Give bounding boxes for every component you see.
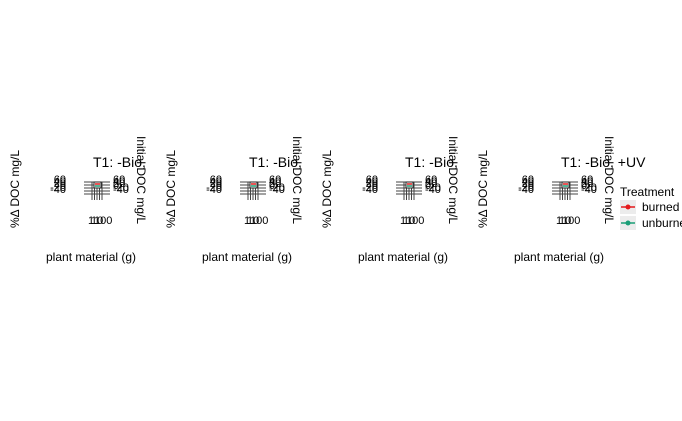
x-tick: 10	[559, 215, 572, 227]
y-tick-left: 60	[209, 174, 222, 186]
chart-panel-4: %Δ DOC mg/L Initial DOC mg/L T1: -Bio, +UV…	[468, 130, 645, 280]
y-tick-right: 20	[581, 178, 594, 190]
legend-title: Treatment	[620, 185, 675, 199]
x-axis-label: plant material (g)	[514, 250, 605, 264]
y-tick-left: 40	[53, 176, 66, 188]
plot-panel-box	[561, 181, 570, 189]
y-tick-right: -20	[269, 182, 285, 194]
x-axis-label: plant material (g)	[358, 250, 449, 264]
x-axis-label: plant material (g)	[202, 250, 293, 264]
y-tick-left: 20	[365, 178, 378, 190]
plot-area	[84, 181, 110, 200]
y-tick-left: -20	[518, 182, 534, 194]
y-tick-right: 20	[113, 178, 126, 190]
chart-title: T1: -Bio, +UV	[561, 154, 646, 170]
y-tick-left: 0	[527, 180, 534, 192]
y-tick-right: -40	[269, 184, 285, 196]
legend-item-unburned: unburned	[620, 215, 682, 231]
y-tick-right: 0	[269, 180, 276, 192]
y-axis-label-left: %Δ DOC mg/L	[476, 149, 490, 228]
y-tick-right: 40	[581, 176, 594, 188]
legend-key-unburned	[620, 216, 636, 230]
x-tick: 1	[556, 215, 563, 227]
y-tick-left: -40	[518, 184, 534, 196]
y-tick-left: -40	[206, 184, 222, 196]
chart-title: T1: -Bio,	[405, 154, 458, 170]
y-tick-right: -20	[113, 182, 129, 194]
y-tick-right: 40	[269, 176, 282, 188]
x-tick: 100	[562, 215, 581, 227]
legend-label-unburned: unburned	[642, 216, 682, 230]
y-tick-right: 60	[425, 174, 438, 186]
legend-label-burned: burned	[642, 200, 680, 214]
legend-key-burned-icon	[621, 204, 635, 210]
y-tick-left: -20	[362, 182, 378, 194]
y-tick-right: 40	[425, 176, 438, 188]
y-axis-label-left: %Δ DOC mg/L	[8, 149, 22, 228]
chart-title: T1: -Bio,	[93, 154, 146, 170]
x-tick: 10	[247, 215, 260, 227]
y-tick-left: 0	[371, 180, 378, 192]
y-tick-right: 0	[581, 180, 588, 192]
y-axis-label-right: Initial DOC mg/L	[602, 136, 616, 225]
y-tick-right: 0	[113, 180, 120, 192]
y-tick-right: 60	[113, 174, 126, 186]
chart-title: T1: -Bio,	[249, 154, 302, 170]
y-tick-right: 20	[425, 178, 438, 190]
y-tick-left: 20	[209, 178, 222, 190]
legend-item-burned: burned	[620, 199, 682, 215]
x-tick: 1	[244, 215, 251, 227]
y-tick-left: -20	[206, 182, 222, 194]
y-tick-left: 0	[215, 180, 222, 192]
y-tick-left: 0	[59, 180, 66, 192]
x-tick: 100	[406, 215, 425, 227]
x-tick: 100	[94, 215, 113, 227]
plot-panel-box	[249, 181, 258, 189]
y-tick-left: 60	[53, 174, 66, 186]
y-axis-label-right: Initial DOC mg/L	[446, 136, 460, 225]
y-tick-right: 60	[269, 174, 282, 186]
plot-panel-box	[405, 181, 414, 189]
legend-key-burned	[620, 200, 636, 214]
y-tick-right: 20	[269, 178, 282, 190]
x-tick: 1	[400, 215, 407, 227]
y-tick-right: -20	[581, 182, 597, 194]
plot-area	[240, 181, 266, 200]
y-tick-right: 0	[425, 180, 432, 192]
y-tick-right: -40	[113, 184, 129, 196]
chart-panel-2: %Δ DOC mg/L Initial DOC mg/L T1: -Bio, 60 40…	[156, 130, 312, 280]
y-tick-right: -20	[425, 182, 441, 194]
chart-panel-1: %Δ DOC mg/L Initial DOC mg/L T1: -Bio, 60 40…	[0, 130, 156, 280]
plot-panel-box	[93, 181, 102, 189]
y-tick-left: -40	[362, 184, 378, 196]
y-tick-left: -20	[50, 182, 66, 194]
x-tick: 10	[91, 215, 104, 227]
y-tick-left: 20	[53, 178, 66, 190]
y-tick-left: 60	[521, 174, 534, 186]
y-tick-left: 60	[365, 174, 378, 186]
y-axis-label-right: Initial DOC mg/L	[134, 136, 148, 225]
y-axis-label-left: %Δ DOC mg/L	[320, 149, 334, 228]
y-axis-label-left: %Δ DOC mg/L	[164, 149, 178, 228]
y-tick-left: 40	[521, 176, 534, 188]
x-axis-label: plant material (g)	[46, 250, 137, 264]
y-tick-left: 40	[209, 176, 222, 188]
x-tick: 1	[88, 215, 95, 227]
x-tick: 100	[250, 215, 269, 227]
legend: Treatment burned unburned	[620, 185, 682, 231]
y-tick-right: -40	[425, 184, 441, 196]
y-axis-label-right: Initial DOC mg/L	[290, 136, 304, 225]
x-tick: 10	[403, 215, 416, 227]
plot-area	[552, 181, 578, 200]
y-tick-right: -40	[581, 184, 597, 196]
y-tick-right: 60	[581, 174, 594, 186]
y-tick-right: 40	[113, 176, 126, 188]
y-tick-left: 20	[521, 178, 534, 190]
chart-panel-3: %Δ DOC mg/L Initial DOC mg/L T1: -Bio, 60 40…	[312, 130, 468, 280]
legend-key-unburned-icon	[621, 220, 635, 226]
plot-area	[396, 181, 422, 200]
y-tick-left: -40	[50, 184, 66, 196]
y-tick-left: 40	[365, 176, 378, 188]
